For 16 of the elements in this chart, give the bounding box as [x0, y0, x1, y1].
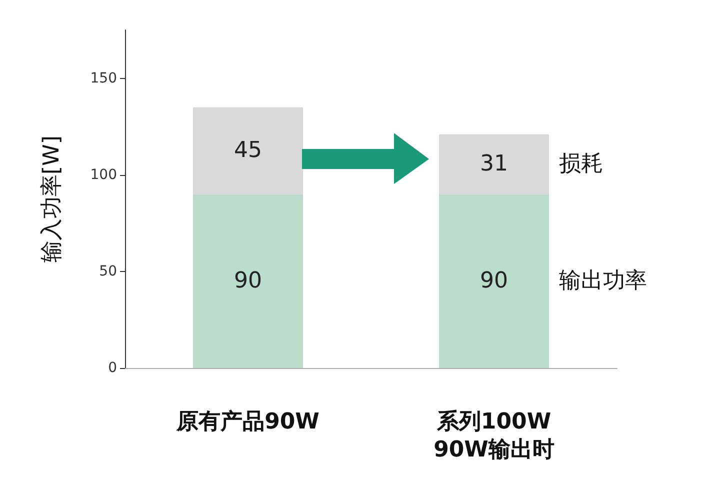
y-tick-label: 150: [90, 70, 117, 86]
data-label: 90: [234, 268, 262, 294]
y-axis-title: 输入功率[W]: [40, 136, 64, 262]
series-label: 输出功率: [559, 268, 647, 294]
bar: [193, 194, 303, 368]
x-tick-label: 原有产品90W: [176, 408, 320, 434]
bar: [439, 194, 549, 368]
y-tick-label: 0: [108, 360, 117, 376]
y-tick-label: 100: [90, 166, 117, 183]
data-label: 90: [480, 268, 508, 294]
x-tick-label: 系列100W 90W输出时: [434, 410, 554, 462]
bar: [439, 134, 549, 194]
data-label: 45: [234, 138, 262, 164]
y-tick-label: 50: [99, 263, 117, 280]
series-label: 损耗: [559, 152, 603, 177]
data-label: 31: [480, 152, 508, 177]
